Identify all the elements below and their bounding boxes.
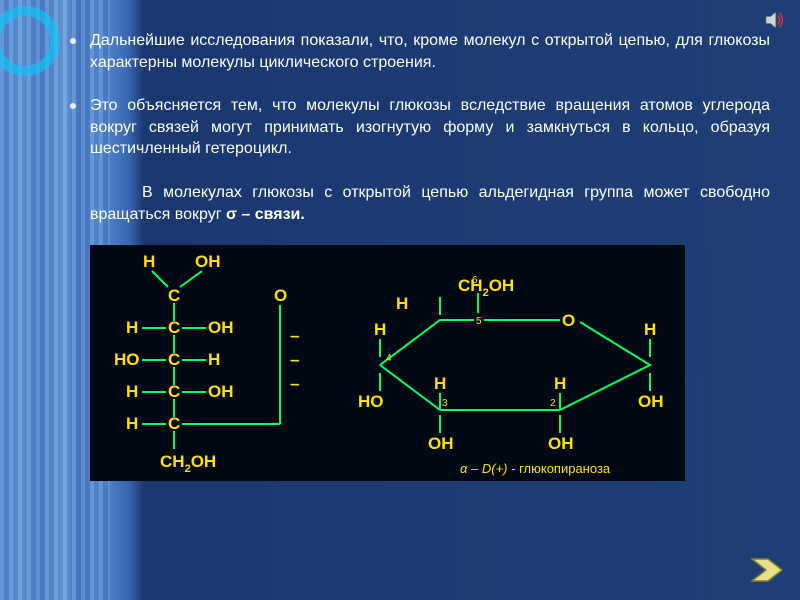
- ring-oh: OH: [428, 434, 454, 453]
- ring-idx-3: 3: [442, 398, 448, 409]
- chain-bottom: CH2OH: [160, 452, 216, 475]
- bridge-dash: –: [290, 350, 299, 369]
- ring-idx-4: 4: [386, 353, 392, 364]
- accent-circle: [0, 6, 60, 76]
- chain-r2-left: HO: [114, 350, 140, 369]
- speaker-icon: [764, 10, 786, 30]
- chain-top-oh: OH: [195, 252, 221, 271]
- chain-c: C: [168, 382, 180, 401]
- indent-text: В молекулах глюкозы с открытой цепью аль…: [90, 182, 770, 225]
- indent-paragraph: В молекулах глюкозы с открытой цепью аль…: [90, 182, 770, 225]
- bullet-item: Это объясняется тем, что молекулы глюкоз…: [70, 95, 770, 160]
- chain-r1-right: OH: [208, 318, 234, 337]
- chain-c: C: [168, 414, 180, 433]
- chain-r4-left: H: [126, 414, 138, 433]
- chain-c: C: [168, 318, 180, 337]
- chain-c: C: [168, 286, 180, 305]
- ring-caption: α – D(+) - глюкопираноза: [460, 461, 611, 476]
- chain-r1-left: H: [126, 318, 138, 337]
- ring-ch2oh: CH2OH: [458, 276, 514, 299]
- bridge-dash: –: [290, 326, 299, 345]
- chain-top-h: H: [143, 252, 155, 271]
- next-slide-button[interactable]: [750, 557, 784, 588]
- arrow-right-icon: [752, 559, 782, 581]
- ring-oh: OH: [548, 434, 574, 453]
- ring-ho: HO: [358, 392, 384, 411]
- ring-h: H: [374, 320, 386, 339]
- glucose-diagram: H OH C H C OH HO C H H: [90, 245, 685, 481]
- chain-r3-left: H: [126, 382, 138, 401]
- bullet-item: Дальнейшие исследования показали, что, к…: [70, 30, 770, 73]
- bullet-marker: [70, 38, 76, 44]
- ring-oh: OH: [638, 392, 664, 411]
- chain-bridge-o: O: [274, 286, 287, 305]
- chain-r2-right: H: [208, 350, 220, 369]
- slide-content: Дальнейшие исследования показали, что, к…: [70, 30, 770, 481]
- ring-o: O: [562, 311, 575, 330]
- ring-idx-5: 5: [476, 316, 482, 327]
- bullet-text: Дальнейшие исследования показали, что, к…: [90, 30, 770, 73]
- bullet-marker: [70, 103, 76, 109]
- bullet-text: Это объясняется тем, что молекулы глюкоз…: [90, 95, 770, 160]
- ring-h: H: [644, 320, 656, 339]
- ring-h: H: [554, 374, 566, 393]
- chain-r3-right: OH: [208, 382, 234, 401]
- bridge-dash: –: [290, 374, 299, 393]
- ring-h: H: [434, 374, 446, 393]
- ring-idx-2: 2: [550, 398, 556, 409]
- ring-h: H: [396, 294, 408, 313]
- chain-c: C: [168, 350, 180, 369]
